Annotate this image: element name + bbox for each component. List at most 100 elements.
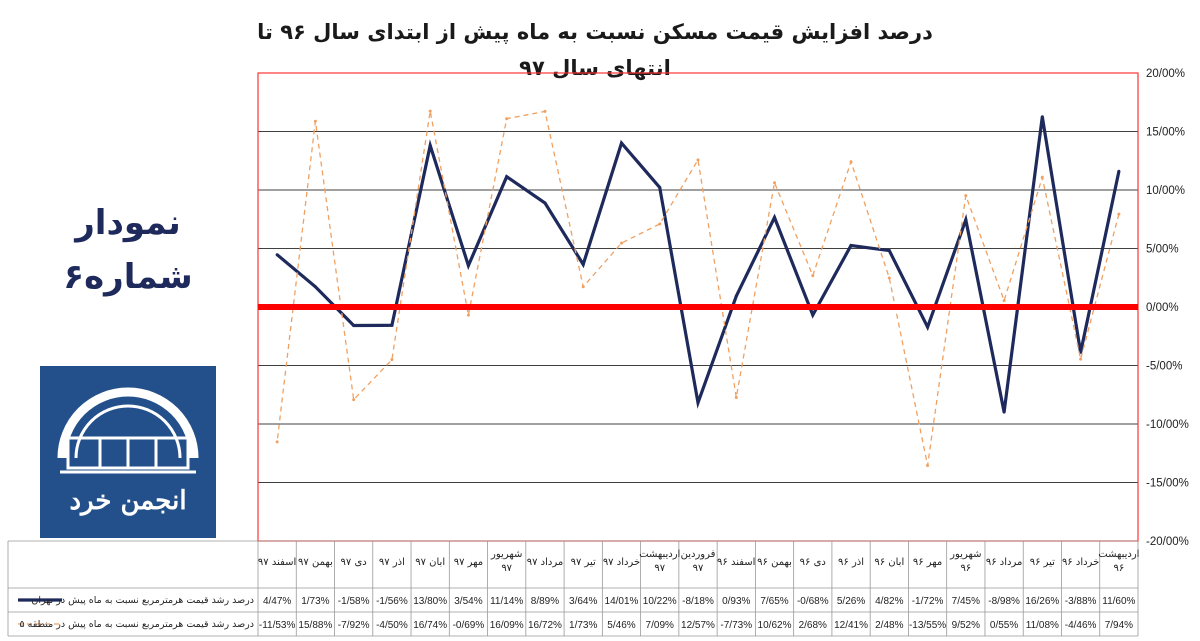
data-label: 7/45%: [952, 596, 980, 607]
series-line-region5: [276, 110, 1120, 466]
data-label: 2/48%: [875, 620, 903, 631]
data-label: 7/09%: [646, 620, 674, 631]
y-tick-label: -20/00%: [1146, 536, 1189, 548]
data-label: 3/54%: [454, 596, 482, 607]
data-label: 4/47%: [263, 596, 291, 607]
data-label: 10/62%: [758, 620, 792, 631]
data-label: 11/14%: [490, 596, 523, 607]
data-point: [773, 215, 777, 219]
data-label: -4/50%: [376, 620, 408, 631]
data-point: [811, 274, 815, 278]
logo-text: انجمن خرد: [69, 486, 187, 516]
data-label: 12/41%: [834, 620, 868, 631]
y-tick-label: -15/00%: [1146, 478, 1189, 490]
data-label: 5/26%: [837, 596, 865, 607]
data-point: [505, 175, 509, 179]
category-label: اذر ۹۷: [379, 557, 405, 568]
category-label: بهمن ۹۷: [298, 557, 333, 568]
data-label: 3/64%: [569, 596, 597, 607]
data-point: [466, 264, 470, 268]
category-label: تیر ۹۶: [1030, 557, 1055, 568]
data-label: 16/26%: [1025, 596, 1059, 607]
legend-label: درصد رشد قیمت هرمترمربع نسبت به ماه پیش …: [31, 595, 254, 606]
data-label: -4/46%: [1065, 620, 1097, 631]
data-label: -7/92%: [338, 620, 370, 631]
category-label: اردیبهشت ۹۶: [1098, 549, 1139, 574]
data-point: [390, 358, 394, 362]
data-point: [619, 141, 623, 145]
logo-emblem-icon: [57, 387, 199, 474]
category-label: شهریور ۹۶: [949, 549, 981, 574]
data-point: [1040, 115, 1044, 119]
data-label: 16/74%: [413, 620, 447, 631]
data-label: 16/72%: [528, 620, 562, 631]
data-point: [696, 158, 700, 162]
data-point: [849, 243, 853, 247]
data-label: 11/60%: [1102, 596, 1135, 607]
data-point: [1002, 410, 1006, 414]
category-label: فروردین ۹۷: [681, 549, 716, 574]
data-point: [466, 313, 470, 317]
data-point: [1002, 299, 1006, 303]
data-label: 8/89%: [531, 596, 559, 607]
y-tick-label: 20/00%: [1146, 68, 1185, 80]
data-point: [696, 401, 700, 405]
data-label: 0/93%: [722, 596, 750, 607]
category-label: مهر ۹۷: [454, 557, 483, 568]
data-point: [658, 185, 662, 189]
category-label: بهمن ۹۶: [757, 557, 792, 568]
data-point: [1117, 169, 1121, 173]
chart-number-label: نمودار شماره۶: [63, 203, 193, 297]
chart-title: درصد افزایش قیمت مسکن نسبت به ماه پیش از…: [257, 20, 933, 80]
category-label: خرداد ۹۷: [603, 557, 640, 568]
data-point: [581, 262, 585, 266]
y-tick-label: 5/00%: [1146, 244, 1179, 256]
data-label: -0/68%: [797, 596, 829, 607]
data-point: [275, 440, 279, 444]
data-point: [887, 276, 891, 280]
data-point: [352, 323, 356, 327]
data-label: 2/68%: [799, 620, 827, 631]
data-label: 1/73%: [301, 596, 329, 607]
category-label: تیر ۹۷: [571, 557, 596, 568]
legend-label: درصد رشد قیمت هرمترمربع نسبت به ماه پیش …: [19, 619, 254, 630]
data-point: [926, 464, 930, 468]
data-label: 11/08%: [1026, 620, 1059, 631]
data-point: [352, 398, 356, 402]
data-label: -8/18%: [682, 596, 714, 607]
data-point: [313, 285, 317, 289]
data-point: [1117, 212, 1121, 216]
category-label: مرداد ۹۷: [527, 557, 564, 568]
data-label: 1/73%: [569, 620, 597, 631]
data-label: -3/88%: [1065, 596, 1097, 607]
data-point: [428, 144, 432, 148]
category-label: اسفند ۹۷: [258, 557, 296, 568]
data-point: [428, 109, 432, 113]
category-label: اسفند ۹۶: [717, 557, 755, 568]
category-label: شهریور ۹۷: [490, 549, 522, 574]
data-label: 0/55%: [990, 620, 1018, 631]
data-point: [619, 241, 623, 245]
data-label: 7/94%: [1105, 620, 1133, 631]
data-label: 4/82%: [875, 596, 903, 607]
data-label: 16/09%: [490, 620, 524, 631]
data-label: -1/56%: [376, 596, 408, 607]
data-point: [581, 285, 585, 289]
data-point: [543, 201, 547, 205]
category-label: دی ۹۷: [341, 557, 367, 568]
data-point: [887, 249, 891, 253]
y-tick-label: 10/00%: [1146, 185, 1185, 197]
category-label: ابان ۹۶: [874, 557, 904, 568]
data-point: [811, 313, 815, 317]
data-point: [313, 119, 317, 123]
data-point: [734, 294, 738, 298]
data-label: 13/80%: [413, 596, 447, 607]
data-point: [964, 218, 968, 222]
y-tick-label: 0/00%: [1146, 302, 1179, 314]
data-label: -0/69%: [453, 620, 485, 631]
association-logo: انجمن خرد: [40, 366, 216, 538]
data-point: [275, 253, 279, 257]
category-label: دی ۹۶: [800, 557, 826, 568]
data-label: -1/72%: [912, 596, 944, 607]
